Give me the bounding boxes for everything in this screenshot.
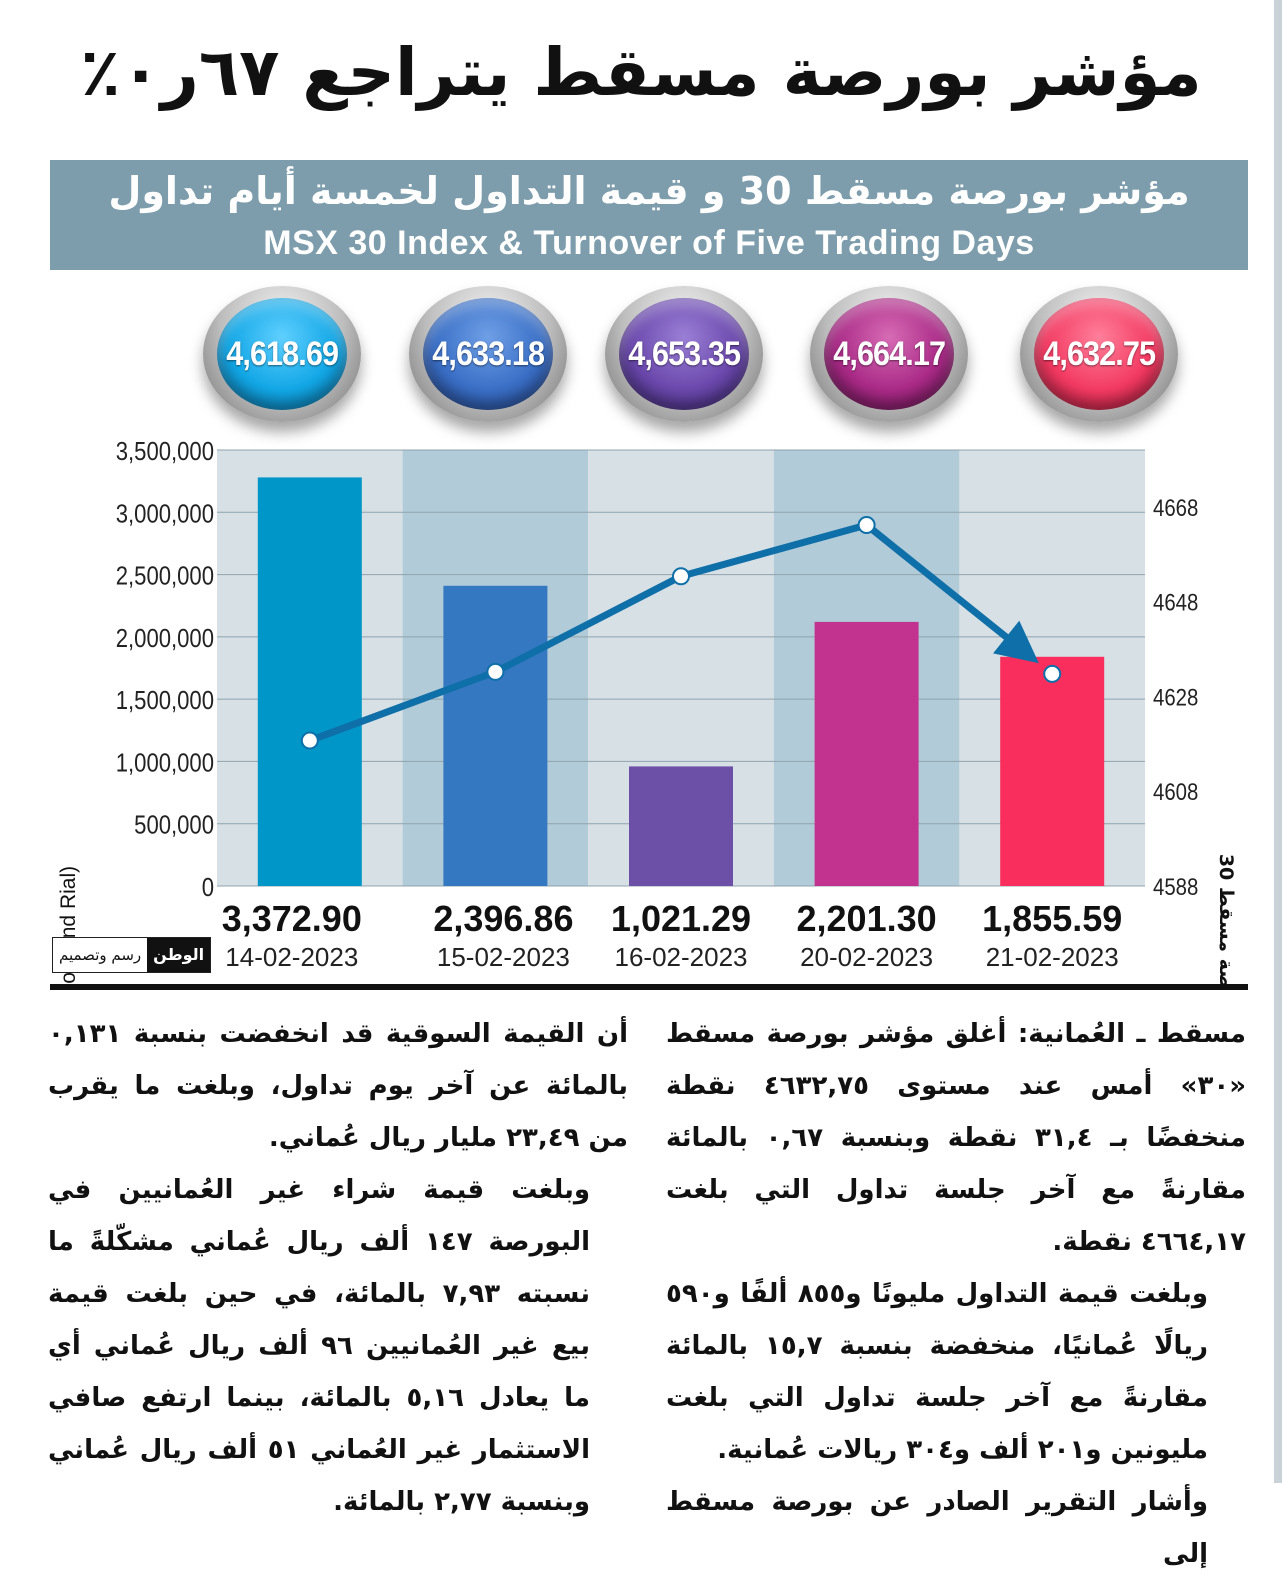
y2-tick-label: 4648 <box>1153 589 1198 616</box>
bar-value-label: 2,201.30 <box>797 898 937 939</box>
turnover-bar <box>1000 656 1105 886</box>
banner-title-english: MSX 30 Index & Turnover of Five Trading … <box>263 224 1035 262</box>
article-column-left: أن القيمة السوقية قد انخفضت بنسبة ٠,١٣١ … <box>48 1008 628 1528</box>
article-column-right: مسقط ـ العُمانية: أغلق مؤشر بورصة مسقط «… <box>666 1008 1246 1580</box>
page-edge <box>1274 0 1282 1483</box>
design-credit: رسم وتصميم <box>59 946 142 964</box>
y2-tick-label: 4608 <box>1153 779 1198 806</box>
article-paragraph: وأشار التقرير الصادر عن بورصة مسقط إلى <box>666 1487 1208 1569</box>
y-tick-label: 2,500,000 <box>116 562 214 591</box>
index-bubble-3: 4,653.35 <box>605 286 763 422</box>
index-bubbles: 4,618.69 4,633.18 4,653.35 4,664.17 4,63… <box>0 280 1282 440</box>
index-bubble-1: 4,618.69 <box>203 286 361 422</box>
index-bubble-5: 4,632.75 <box>1020 286 1178 422</box>
index-value: 4,618.69 <box>226 334 339 373</box>
y-tick-label: 1,500,000 <box>116 687 214 716</box>
y2-tick-label: 4668 <box>1153 494 1198 521</box>
index-value: 4,632.75 <box>1043 334 1156 373</box>
index-bubble-fill: 4,618.69 <box>217 298 347 410</box>
index-bubble-4: 4,664.17 <box>810 286 968 422</box>
chart-svg: 0 500,000 1,000,000 1,500,000 2,000,000 2,500… <box>57 437 1237 990</box>
index-bubble-fill: 4,664.17 <box>824 298 954 410</box>
article-paragraph: أن القيمة السوقية قد انخفضت بنسبة ٠,١٣١ … <box>48 1019 628 1153</box>
index-point <box>857 516 876 535</box>
y-tick-label: 2,000,000 <box>116 624 214 653</box>
date-label: 20-02-2023 <box>800 942 933 972</box>
index-point <box>672 567 690 586</box>
date-label: 16-02-2023 <box>615 942 748 972</box>
newspaper-logo: رسم وتصميم الوطن <box>52 937 212 973</box>
article-paragraph: وبلغت قيمة شراء غير العُمانيين في البورص… <box>48 1175 591 1517</box>
y-tick-label: 500,000 <box>134 811 214 840</box>
y-tick-label: 3,500,000 <box>116 437 214 466</box>
y2-tick-label: 4588 <box>1153 873 1198 900</box>
bar-value-label: 1,021.29 <box>611 898 751 939</box>
y-tick-label: 0 <box>202 873 214 902</box>
index-value: 4,653.35 <box>628 334 741 373</box>
turnover-bar <box>629 766 733 886</box>
index-arrow <box>864 522 1039 664</box>
turnover-bar <box>443 585 548 886</box>
index-bubble-2: 4,633.18 <box>409 286 567 422</box>
y2-axis-title: مؤشر بورصة مسقط 30 MSX 30 <box>1215 854 1237 990</box>
index-point <box>300 731 319 750</box>
date-label: 14-02-2023 <box>225 942 358 972</box>
article-paragraph: وبلغت قيمة التداول مليونًا و٨٥٥ ألفًا و٥… <box>666 1279 1209 1465</box>
banner-title-arabic: مؤشر بورصة مسقط 30 و قيمة التداول لخمسة … <box>108 169 1190 213</box>
turnover-bar <box>814 621 919 886</box>
index-point <box>486 662 505 681</box>
index-line <box>308 521 868 744</box>
date-label: 15-02-2023 <box>437 942 570 972</box>
headline: مؤشر بورصة مسقط يتراجع ٦٧ر٠٪ <box>80 34 1202 111</box>
index-value: 4,633.18 <box>432 334 545 373</box>
article-paragraph: مسقط ـ العُمانية: أغلق مؤشر بورصة مسقط «… <box>666 1019 1246 1257</box>
turnover-bar <box>257 477 362 886</box>
index-bubble-fill: 4,653.35 <box>619 298 749 410</box>
bar-value-label: 1,855.59 <box>982 898 1122 939</box>
y2-tick-label: 4628 <box>1153 684 1198 711</box>
bar-value-label: 3,372.90 <box>222 898 362 939</box>
y-tick-label: 1,000,000 <box>116 749 214 778</box>
index-bubble-fill: 4,632.75 <box>1034 298 1164 410</box>
index-value: 4,664.17 <box>833 334 946 373</box>
chart-banner: مؤشر بورصة مسقط 30 و قيمة التداول لخمسة … <box>50 160 1248 270</box>
bar-value-label: 2,396.86 <box>433 898 573 939</box>
date-label: 21-02-2023 <box>986 942 1119 972</box>
y-tick-label: 3,000,000 <box>116 500 214 529</box>
index-point <box>1043 664 1062 683</box>
brand-mark: الوطن <box>147 938 211 972</box>
index-bubble-fill: 4,633.18 <box>423 298 553 410</box>
section-divider <box>50 984 1248 990</box>
turnover-chart: 0 500,000 1,000,000 1,500,000 2,000,000 2,500… <box>0 430 1282 990</box>
